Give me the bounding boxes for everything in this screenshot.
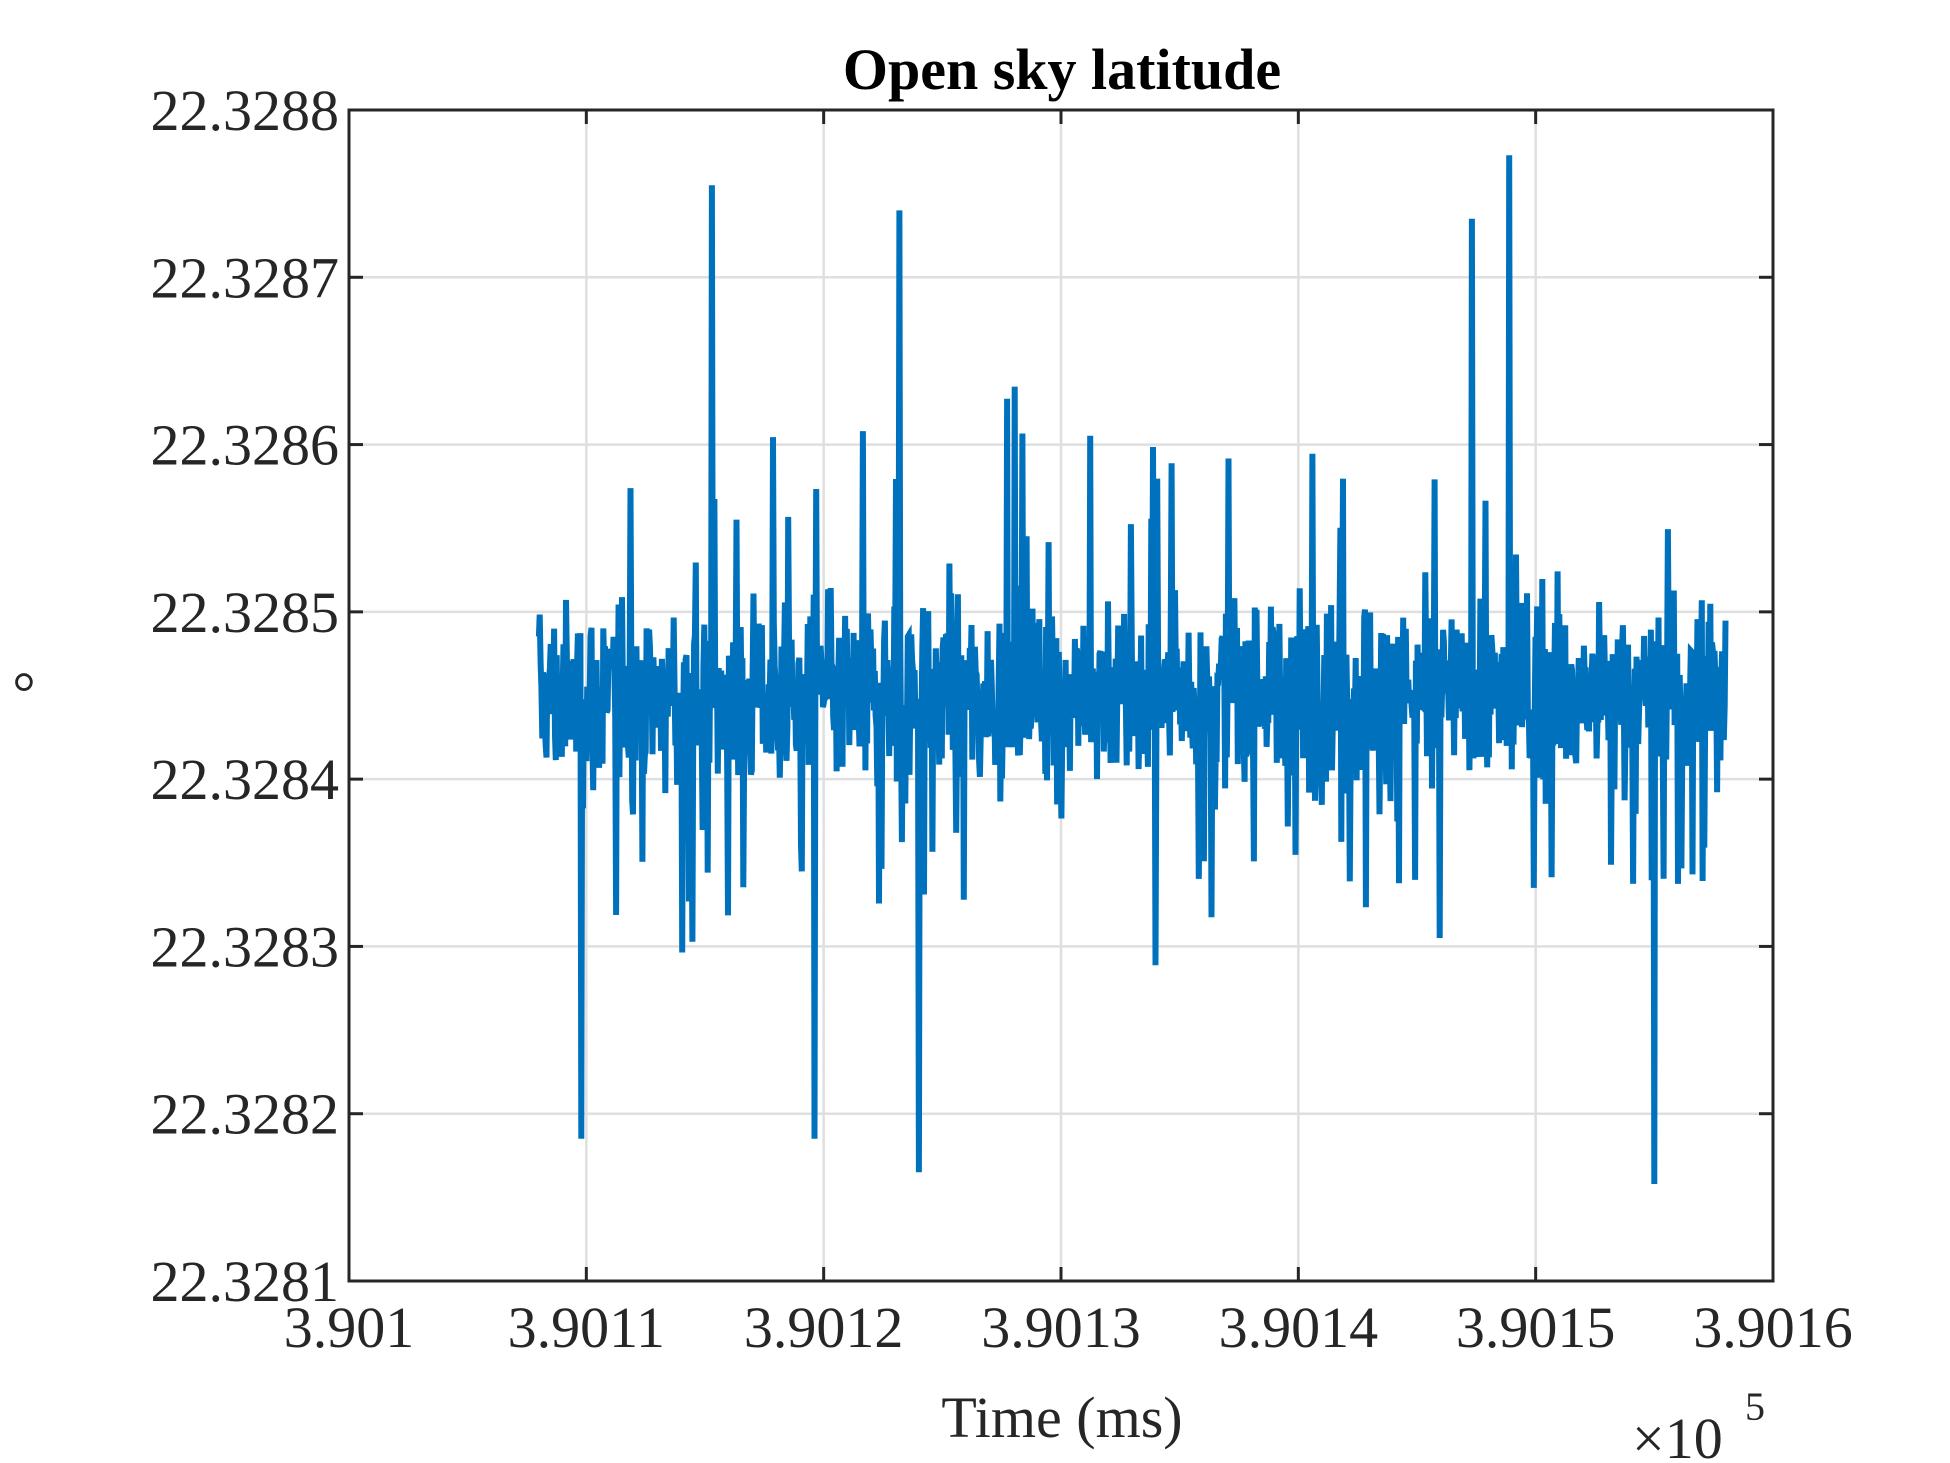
x-tick-label: 3.9015 [1456, 1295, 1616, 1360]
series-layer [535, 155, 1729, 1185]
y-tick-label: 22.3283 [151, 914, 340, 979]
y-tick-label: 22.3281 [151, 1249, 340, 1314]
y-tick-labels: 22.3281 22.3282 22.3283 22.3284 22.3285 22.32… [151, 78, 340, 1314]
x-tick-label: 3.9016 [1693, 1295, 1853, 1360]
y-tick-label: 22.3282 [151, 1082, 340, 1147]
x-exponent-power: 5 [1745, 1384, 1765, 1429]
y-tick-label: 22.3284 [151, 747, 340, 812]
y-tick-label: 22.3285 [151, 580, 340, 645]
x-exponent-base: ×10 [1632, 1406, 1723, 1463]
y-tick-label: 22.3286 [151, 413, 340, 478]
axes-layer [347, 108, 1775, 1283]
x-tick-labels: 3.901 3.9011 3.9012 3.9013 3.9014 3.9015 3.901… [284, 1295, 1853, 1360]
x-tick-label: 3.9012 [744, 1295, 904, 1360]
chart-title: Open sky latitude [843, 37, 1281, 102]
x-tick-label: 3.901 [284, 1295, 415, 1360]
x-tick-label: 3.9013 [981, 1295, 1141, 1360]
series-line [535, 155, 1729, 1185]
x-tick-label: 3.9014 [1219, 1295, 1379, 1360]
y-tick-label: 22.3287 [151, 245, 340, 310]
y-axis-label: ° [12, 660, 35, 725]
y-tick-label: 22.3288 [151, 78, 340, 143]
x-tick-label: 3.9011 [508, 1295, 665, 1360]
x-axis-label: Time (ms) [941, 1385, 1182, 1450]
